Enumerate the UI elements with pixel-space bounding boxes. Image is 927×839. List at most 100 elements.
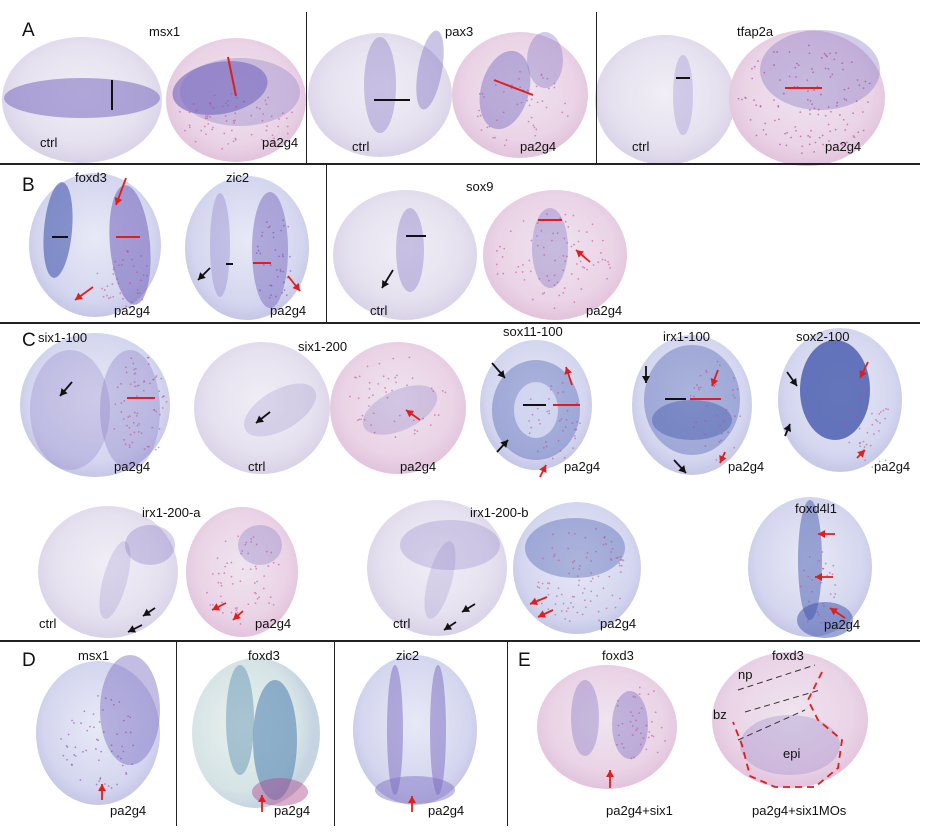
arrow-c-24: [818, 530, 835, 538]
label-a-2: pa2g4: [262, 135, 299, 150]
panel-letter-a: A: [22, 20, 35, 41]
label-e-1: pa2g4+six1: [606, 803, 673, 818]
label-d-2: pa2g4: [274, 803, 311, 818]
arrow-b-1: [114, 177, 127, 206]
arrow-c-25: [815, 573, 833, 581]
gene-label-c-irx1-200-a: irx1-200-a: [142, 505, 201, 520]
arrow-c-8: [642, 366, 650, 383]
label-b-1: pa2g4: [114, 303, 151, 318]
arrow-e-1: [606, 770, 614, 788]
arrow-c-2: [255, 411, 271, 424]
label-a-3: ctrl: [352, 139, 370, 154]
arrow-c-22: [529, 596, 548, 606]
label-a-1: ctrl: [40, 135, 58, 150]
label-c-11: pa2g4: [824, 617, 861, 632]
panel-letter-d: D: [22, 650, 36, 671]
region-outlines-e: [732, 664, 843, 788]
embryo-b-foxd3: [29, 173, 161, 317]
panel-b-divider: [326, 164, 327, 322]
arrow-c-20: [461, 603, 476, 613]
arrow-c-26: [829, 607, 846, 619]
embryo-c-foxd4l1: [748, 497, 872, 638]
embryo-c-six1-100: [20, 333, 170, 477]
gene-label-e-foxd3-1: foxd3: [602, 648, 634, 663]
embryo-c-irx1-200-a-ctrl: [38, 506, 178, 638]
arrow-c-12: [786, 371, 798, 387]
arrow-b-4: [287, 275, 301, 292]
arrow-c-18: [211, 602, 227, 611]
label-c-6: pa2g4: [874, 459, 911, 474]
arrow-b-6: [575, 249, 591, 263]
label-b-2: pa2g4: [270, 303, 307, 318]
label-c-10: pa2g4: [600, 616, 637, 631]
embryo-d-foxd3: [192, 658, 320, 808]
label-d-3: pa2g4: [428, 803, 465, 818]
annotation-bz: bz: [713, 707, 727, 722]
panel-letter-c: C: [22, 330, 36, 351]
gene-label-c-irx1-200-b: irx1-200-b: [470, 505, 529, 520]
embryo-a-tfap2a-pa2g4: [729, 30, 885, 166]
arrow-c-19: [232, 610, 244, 621]
label-c-7: ctrl: [39, 616, 57, 631]
measure-mark-a-2: [227, 56, 237, 97]
arrow-c-16: [142, 607, 156, 617]
label-a-6: pa2g4: [825, 139, 862, 154]
arrow-c-4: [491, 362, 506, 379]
divider-c-d: [0, 640, 920, 642]
label-e-2: pa2g4+six1MOs: [752, 803, 847, 818]
arrow-c-1: [59, 381, 73, 397]
embryo-b-sox9-ctrl: [333, 190, 477, 320]
arrow-c-9: [710, 369, 719, 387]
arrow-c-17: [127, 624, 143, 633]
annotation-epi: epi: [783, 746, 801, 761]
label-c-8: pa2g4: [255, 616, 292, 631]
panel-d-divider-2: [334, 641, 335, 826]
panel-letter-b: B: [22, 175, 35, 196]
label-c-4: pa2g4: [564, 459, 601, 474]
embryo-c-irx1-200-a-pa2g4: [186, 507, 298, 637]
label-c-3: pa2g4: [400, 459, 437, 474]
gene-label-d-foxd3: foxd3: [248, 648, 280, 663]
embryo-b-zic2: [185, 176, 309, 320]
arrow-c-21: [443, 621, 457, 631]
arrow-c-3: [405, 409, 421, 421]
embryo-c-irx1-200-b-pa2g4: [513, 502, 641, 634]
divider-a-b: [0, 163, 920, 165]
embryo-c-irx1-200-b-ctrl: [367, 500, 507, 636]
gene-label-e-foxd3-2: foxd3: [772, 648, 804, 663]
embryo-d-zic2: [353, 655, 477, 805]
label-c-9: ctrl: [393, 616, 411, 631]
gene-label-c-foxd4l1: foxd4l1: [795, 501, 837, 516]
panel-a-divider-2: [596, 12, 597, 163]
measure-mark-a-4: [493, 79, 534, 96]
embryo-a-tfap2a-ctrl: [595, 35, 735, 165]
panel-d-divider-3: [507, 641, 508, 826]
embryo-a-msx1-ctrl: [2, 37, 162, 163]
panel-d-divider-1: [176, 641, 177, 826]
panel-a-divider-1: [306, 12, 307, 163]
arrow-c-6: [496, 439, 509, 453]
arrow-b-5: [381, 269, 394, 289]
panel-letter-e: E: [518, 650, 531, 671]
gene-label-a-tfap2a: tfap2a: [737, 24, 774, 39]
label-a-5: ctrl: [632, 139, 650, 154]
gene-label-a-pax3: pax3: [445, 24, 474, 39]
gene-label-d-zic2: zic2: [396, 648, 420, 663]
label-b-3: ctrl: [370, 303, 388, 318]
label-c-2: ctrl: [248, 459, 266, 474]
arrow-c-23: [537, 609, 554, 618]
arrow-d-3: [408, 796, 416, 812]
gene-label-a-msx1: msx1: [149, 24, 181, 39]
gene-label-b-sox9: sox9: [466, 179, 494, 194]
label-c-1: pa2g4: [114, 459, 151, 474]
arrow-d-2: [258, 795, 266, 812]
arrow-c-15: [856, 449, 866, 459]
embryo-c-irx1-100: [632, 335, 752, 475]
gene-label-c-sox11-100: sox11-100: [503, 324, 563, 339]
gene-label-b-foxd3: foxd3: [75, 170, 107, 185]
arrow-c-14: [783, 423, 791, 437]
embryo-d-msx1: [36, 655, 160, 805]
gene-label-c-six1-200: six1-200: [298, 339, 348, 354]
arrow-c-10: [673, 459, 687, 474]
